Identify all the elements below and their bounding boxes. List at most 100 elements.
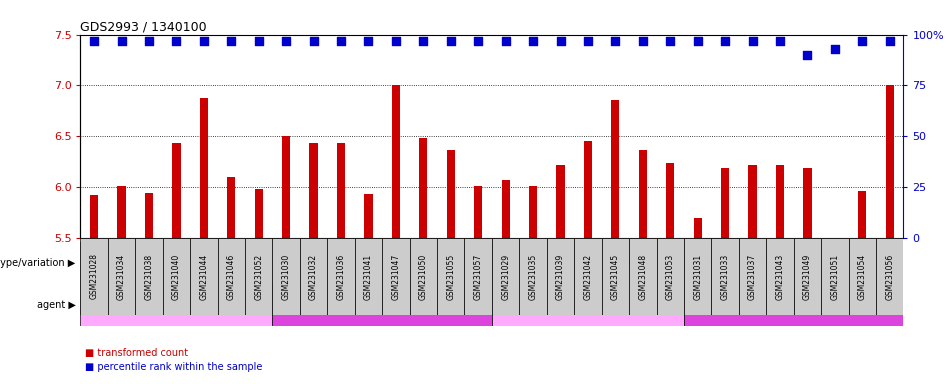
Bar <box>858 191 867 238</box>
Bar <box>282 136 290 238</box>
Text: GSM231028: GSM231028 <box>90 253 98 300</box>
Text: GSM231052: GSM231052 <box>254 253 263 300</box>
Point <box>168 38 184 44</box>
FancyBboxPatch shape <box>80 238 108 315</box>
Text: control: control <box>569 300 607 310</box>
Bar <box>254 189 263 238</box>
Bar <box>172 144 181 238</box>
Bar <box>117 186 126 238</box>
Text: GSM231045: GSM231045 <box>611 253 620 300</box>
Bar <box>501 180 510 238</box>
Bar <box>556 165 565 238</box>
Point <box>635 38 650 44</box>
Point <box>470 38 485 44</box>
Text: GSM231029: GSM231029 <box>501 253 510 300</box>
Point <box>772 38 787 44</box>
Bar <box>885 86 894 238</box>
Point <box>443 38 458 44</box>
Bar <box>392 86 400 238</box>
FancyBboxPatch shape <box>821 238 849 315</box>
Point <box>415 38 430 44</box>
FancyBboxPatch shape <box>492 238 519 315</box>
Text: GSM231053: GSM231053 <box>666 253 674 300</box>
Text: GSM231032: GSM231032 <box>309 253 318 300</box>
FancyBboxPatch shape <box>629 238 657 315</box>
Point <box>580 38 595 44</box>
Text: ■ percentile rank within the sample: ■ percentile rank within the sample <box>85 362 262 372</box>
Bar <box>364 194 373 238</box>
FancyBboxPatch shape <box>464 238 492 315</box>
FancyBboxPatch shape <box>519 238 547 315</box>
Bar <box>776 165 784 238</box>
Point <box>690 38 705 44</box>
Text: GSM231037: GSM231037 <box>748 253 757 300</box>
Text: GSM231046: GSM231046 <box>227 253 236 300</box>
Bar <box>748 165 757 238</box>
Bar <box>639 149 647 238</box>
Text: wild type: wild type <box>261 258 311 268</box>
Bar <box>529 186 537 238</box>
FancyBboxPatch shape <box>766 238 794 315</box>
FancyBboxPatch shape <box>300 238 327 315</box>
Point <box>86 38 101 44</box>
FancyBboxPatch shape <box>492 284 684 326</box>
Text: GSM231039: GSM231039 <box>556 253 565 300</box>
FancyBboxPatch shape <box>684 238 711 315</box>
Text: control: control <box>157 300 196 310</box>
FancyBboxPatch shape <box>410 238 437 315</box>
Text: GSM231049: GSM231049 <box>803 253 812 300</box>
Text: GSM231048: GSM231048 <box>639 253 647 300</box>
Text: GSM231034: GSM231034 <box>117 253 126 300</box>
Text: GSM231050: GSM231050 <box>419 253 428 300</box>
Text: GSM231043: GSM231043 <box>776 253 784 300</box>
Point <box>525 38 540 44</box>
FancyBboxPatch shape <box>355 238 382 315</box>
Text: GSM231040: GSM231040 <box>172 253 181 300</box>
Point <box>662 38 677 44</box>
FancyBboxPatch shape <box>794 238 821 315</box>
Point <box>799 52 815 58</box>
Text: GSM231036: GSM231036 <box>337 253 345 300</box>
FancyBboxPatch shape <box>739 238 766 315</box>
FancyBboxPatch shape <box>437 238 464 315</box>
FancyBboxPatch shape <box>657 238 684 315</box>
Bar <box>611 100 620 238</box>
Point <box>607 38 622 44</box>
FancyBboxPatch shape <box>684 284 903 326</box>
Point <box>717 38 732 44</box>
FancyBboxPatch shape <box>80 284 272 326</box>
FancyBboxPatch shape <box>218 238 245 315</box>
Bar <box>447 149 455 238</box>
FancyBboxPatch shape <box>272 284 492 326</box>
Bar <box>474 186 482 238</box>
Text: GSM231044: GSM231044 <box>200 253 208 300</box>
FancyBboxPatch shape <box>876 238 903 315</box>
Bar <box>419 138 428 238</box>
Text: GSM231041: GSM231041 <box>364 253 373 300</box>
Point <box>306 38 321 44</box>
Text: GSM231047: GSM231047 <box>392 253 400 300</box>
Point <box>196 38 211 44</box>
Point <box>333 38 348 44</box>
Bar <box>145 193 153 238</box>
FancyBboxPatch shape <box>574 238 602 315</box>
Bar <box>90 195 98 238</box>
Point <box>498 38 513 44</box>
FancyBboxPatch shape <box>245 238 272 315</box>
Text: GSM231038: GSM231038 <box>145 253 153 300</box>
Text: cocaine: cocaine <box>360 300 404 310</box>
Text: cocaine: cocaine <box>772 300 815 310</box>
Bar <box>584 141 592 238</box>
FancyBboxPatch shape <box>492 242 903 284</box>
Text: GSM231042: GSM231042 <box>584 253 592 300</box>
Point <box>827 46 842 52</box>
Text: GDS2993 / 1340100: GDS2993 / 1340100 <box>80 20 207 33</box>
Text: GSM231030: GSM231030 <box>282 253 290 300</box>
FancyBboxPatch shape <box>602 238 629 315</box>
Point <box>552 38 568 44</box>
Text: GSM231054: GSM231054 <box>858 253 867 300</box>
Text: GSM231033: GSM231033 <box>721 253 729 300</box>
FancyBboxPatch shape <box>80 242 492 284</box>
Text: GSM231055: GSM231055 <box>447 253 455 300</box>
Text: GSM231057: GSM231057 <box>474 253 482 300</box>
